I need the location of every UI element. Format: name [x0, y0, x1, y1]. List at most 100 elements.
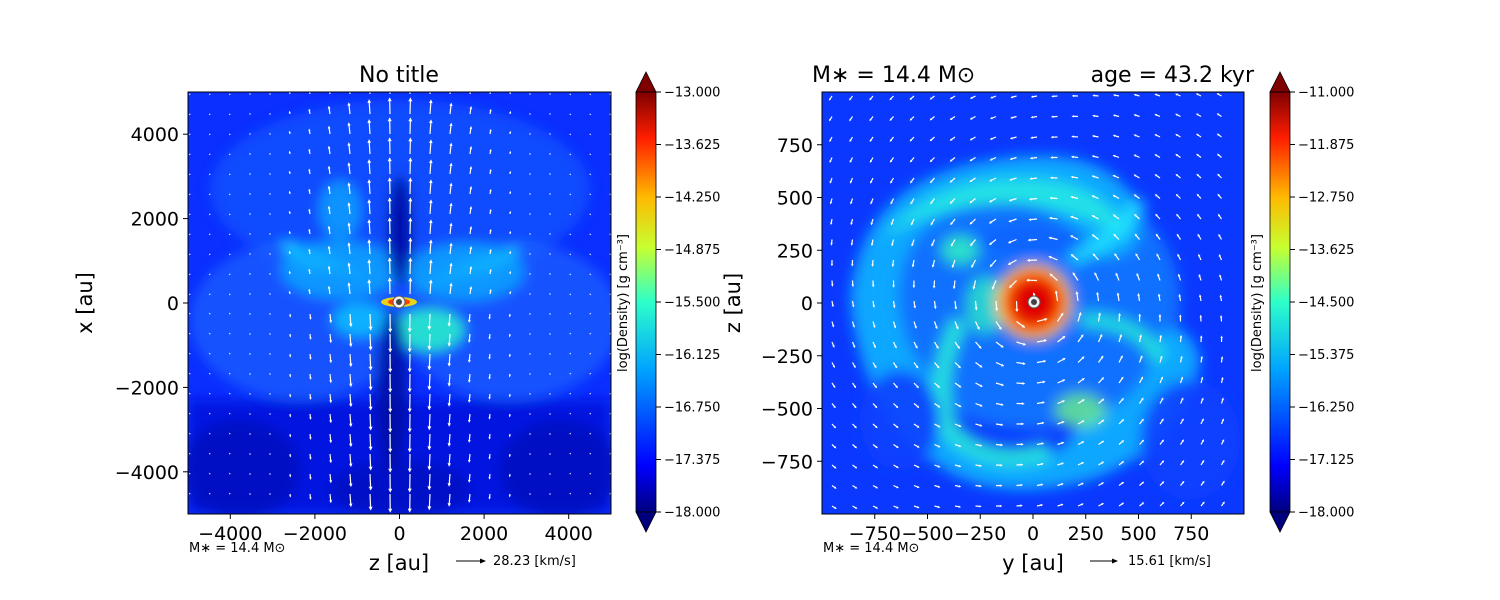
right-velocity-arrow [933, 300, 937, 310]
left-velocity-field [188, 92, 611, 513]
left-velocity-arrow [609, 133, 611, 136]
right-velocity-arrow [975, 341, 982, 349]
right-velocity-arrow [1057, 400, 1066, 405]
right-velocity-arrow [889, 136, 894, 142]
left-velocity-arrow [308, 148, 311, 155]
left-velocity-arrow [469, 106, 473, 115]
right-y-tick-label: 250 [777, 240, 813, 262]
left-velocity-arrow [489, 268, 492, 275]
right-velocity-arrow [1159, 397, 1164, 404]
right-velocity-arrow [949, 177, 956, 183]
left-velocity-arrow [508, 333, 511, 338]
right-velocity-arrow [1200, 501, 1205, 507]
right-velocity-arrow [1137, 292, 1141, 302]
right-velocity-arrow [990, 95, 997, 99]
right-velocity-arrow [1134, 213, 1140, 220]
right-velocity-arrow [954, 362, 961, 369]
left-colorbar-tick-label: −13.625 [664, 138, 720, 153]
left-velocity-arrow [388, 493, 393, 513]
left-velocity-arrow [208, 352, 211, 355]
left-velocity-arrow [589, 293, 592, 296]
right-velocity-arrow [829, 177, 833, 184]
right-velocity-arrow [975, 443, 983, 447]
left-velocity-arrow [488, 493, 491, 500]
right-velocity-arrow [890, 218, 895, 226]
left-velocity-arrow [467, 493, 471, 503]
left-velocity-arrow [609, 153, 611, 156]
left-velocity-arrow [288, 170, 291, 175]
left-velocity-arrow [589, 93, 592, 96]
left-velocity-arrow [569, 213, 572, 216]
left-velocity-arrow [427, 473, 432, 491]
left-velocity-arrow [228, 412, 231, 415]
left-velocity-arrow [469, 92, 471, 95]
left-velocity-arrow [488, 373, 491, 380]
right-velocity-arrow [1049, 176, 1058, 180]
left-velocity-arrow [428, 99, 433, 115]
right-velocity-arrow [1070, 215, 1079, 220]
left-velocity-arrow [447, 313, 451, 327]
right-velocity-arrow [892, 341, 897, 349]
right-colorbar-tick-label: −17.125 [1298, 453, 1354, 468]
right-velocity-arrow [831, 444, 837, 449]
right-velocity-arrow [1030, 95, 1038, 98]
right-velocity-arrow [1028, 218, 1038, 221]
right-velocity-arrow [1077, 462, 1085, 466]
left-velocity-arrow [348, 333, 353, 348]
right-velocity-arrow [1028, 197, 1038, 201]
left-x-tick-label: 0 [393, 523, 405, 545]
right-velocity-arrow [913, 300, 917, 309]
right-velocity-arrow [1016, 402, 1025, 405]
left-velocity-arrow [269, 153, 271, 155]
left-velocity-arrow [489, 288, 492, 295]
right-velocity-arrow [1027, 238, 1038, 242]
left-colorbar-tick-label: −14.250 [664, 191, 720, 206]
right-velocity-arrow [1091, 234, 1099, 240]
right-x-tick-label: −500 [901, 523, 953, 545]
left-velocity-arrow [188, 452, 191, 455]
left-velocity-arrow [188, 412, 191, 415]
left-velocity-arrow [249, 93, 251, 95]
left-velocity-arrow [269, 353, 271, 355]
right-velocity-arrow [1098, 461, 1105, 466]
left-velocity-arrow [288, 210, 291, 215]
left-colorbar-extend-max [635, 71, 657, 93]
left-velocity-arrow [427, 353, 432, 371]
left-density-map [188, 92, 611, 514]
left-velocity-arrow [329, 333, 333, 344]
left-velocity-arrow [508, 393, 511, 398]
right-velocity-arrow [1139, 460, 1145, 466]
right-velocity-arrow [831, 382, 836, 389]
right-velocity-arrow [831, 423, 837, 429]
left-velocity-arrow [408, 277, 413, 295]
right-velocity-arrow [931, 259, 936, 268]
left-velocity-arrow [569, 392, 572, 395]
left-velocity-arrow [589, 193, 592, 196]
left-velocity-arrow [309, 353, 312, 360]
left-y-axis-label: x [au] [73, 272, 97, 334]
left-velocity-arrow [408, 177, 413, 195]
right-velocity-arrow [975, 505, 982, 508]
left-velocity-arrow [428, 239, 433, 255]
right-velocity-arrow [851, 362, 856, 369]
left-velocity-arrow [249, 173, 251, 175]
left-velocity-arrow [508, 313, 511, 318]
right-velocity-arrow [1138, 376, 1144, 384]
right-velocity-arrow [1180, 501, 1185, 507]
right-velocity-arrow [931, 239, 936, 247]
right-velocity-arrow [1220, 335, 1223, 343]
right-velocity-arrow [829, 116, 833, 122]
left-velocity-arrow [367, 239, 372, 255]
left-velocity-arrow [329, 453, 333, 464]
right-velocity-arrow [932, 280, 936, 289]
right-velocity-arrow [909, 136, 915, 142]
right-velocity-arrow [852, 382, 857, 389]
left-velocity-arrow [347, 102, 351, 115]
left-velocity-arrow [188, 173, 191, 176]
right-velocity-arrow [831, 505, 837, 510]
left-velocity-arrow [549, 273, 551, 275]
left-velocity-arrow [329, 313, 333, 324]
right-velocity-arrow [872, 300, 875, 308]
right-velocity-arrow [872, 444, 878, 449]
left-velocity-arrow [288, 270, 291, 275]
